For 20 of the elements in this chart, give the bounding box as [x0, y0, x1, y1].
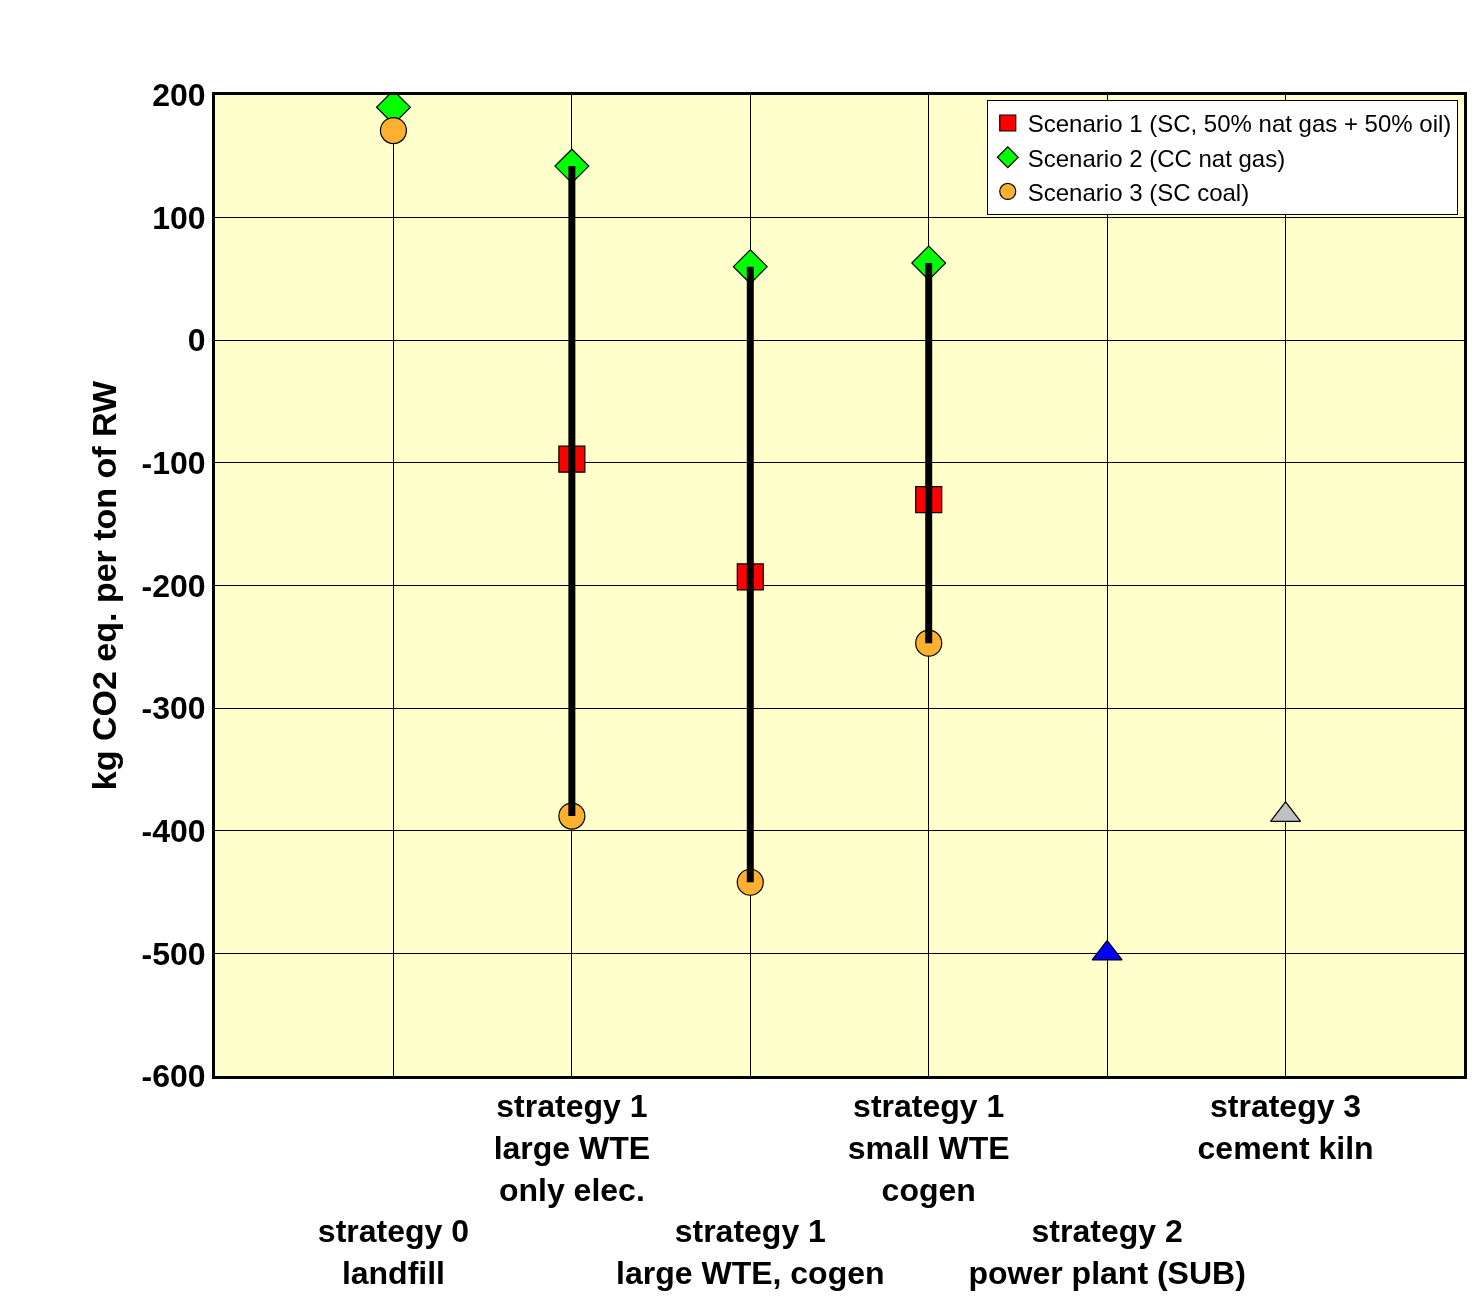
x-tick-label: strategy 1 small WTE cogen: [847, 1088, 1010, 1208]
y-tick-label: -200: [141, 567, 206, 604]
x-tick-label: strategy 0 landfill: [317, 1213, 470, 1291]
legend-label: Scenario 3 (SC coal): [1027, 178, 1250, 206]
x-tick-label: strategy 3 cement kiln: [1197, 1088, 1374, 1166]
legend-label: Scenario 1 (SC, 50% nat gas + 50% oil): [1027, 110, 1452, 138]
y-axis-title: kg CO2 eq. per ton of RW: [85, 379, 124, 791]
y-tick-label: 200: [152, 77, 206, 114]
y-tick-label: -100: [141, 445, 206, 482]
y-tick-label: -500: [141, 935, 206, 972]
x-tick-label: strategy 2 power plant (SUB): [968, 1213, 1246, 1291]
y-tick-label: 100: [152, 199, 206, 236]
point: [379, 116, 408, 145]
y-tick-label: 0: [187, 322, 206, 359]
x-tick-label: strategy 1 large WTE only elec.: [493, 1088, 651, 1208]
x-tick-label: strategy 1 large WTE, cogen: [616, 1213, 885, 1291]
y-tick-label: -400: [141, 812, 206, 849]
legend-label: Scenario 2 (CC nat gas): [1027, 144, 1286, 172]
y-tick-label: -600: [141, 1058, 206, 1095]
y-tick-label: -300: [141, 690, 206, 727]
